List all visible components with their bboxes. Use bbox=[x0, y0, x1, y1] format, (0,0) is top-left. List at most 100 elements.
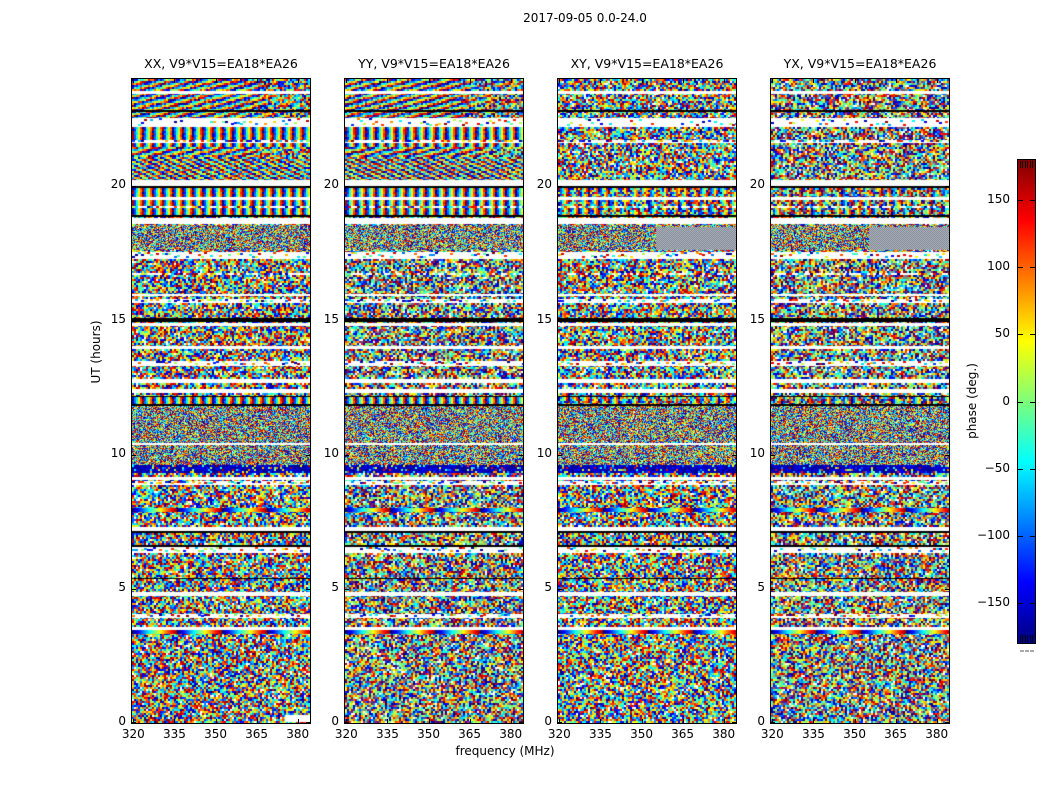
tick-mark bbox=[429, 719, 430, 723]
colorbar-hatch bbox=[1032, 161, 1033, 168]
tick-mark bbox=[345, 455, 349, 456]
tick-mark bbox=[772, 79, 773, 83]
colorbar-dot bbox=[1024, 650, 1027, 652]
tick-mark bbox=[732, 722, 736, 723]
colorbar-dot bbox=[1032, 650, 1034, 652]
tick-mark bbox=[771, 455, 775, 456]
colorbar-hatch bbox=[1029, 635, 1031, 642]
tick-mark bbox=[683, 79, 684, 83]
colorbar-hatch bbox=[1020, 161, 1021, 168]
colorbar-tick-label: 0 bbox=[1002, 394, 1010, 408]
panel-title: XX, V9*V15=EA18*EA26 bbox=[144, 56, 298, 71]
tick-mark bbox=[600, 79, 601, 83]
x-tick-label: 320 bbox=[760, 727, 784, 741]
tick-mark bbox=[558, 321, 562, 322]
heatmap-canvas-xx bbox=[132, 79, 310, 723]
x-tick-label: 350 bbox=[630, 727, 653, 741]
tick-mark bbox=[257, 719, 258, 723]
y-tick-label: 15 bbox=[323, 311, 339, 326]
tick-mark bbox=[642, 719, 643, 723]
y-tick-label: 5 bbox=[118, 579, 126, 594]
tick-mark bbox=[559, 719, 560, 723]
tick-mark bbox=[855, 719, 856, 723]
colorbar-hatch bbox=[1022, 635, 1024, 642]
colorbar-hatch bbox=[1024, 161, 1026, 168]
panel-title: YX, V9*V15=EA18*EA26 bbox=[783, 56, 937, 71]
x-tick-label: 335 bbox=[375, 727, 399, 741]
x-tick-label: 320 bbox=[547, 727, 571, 741]
tick-mark bbox=[771, 321, 775, 322]
tick-mark bbox=[174, 719, 175, 723]
tick-mark bbox=[132, 589, 136, 590]
x-tick-label: 335 bbox=[162, 727, 186, 741]
tick-mark bbox=[772, 719, 773, 723]
colorbar-tick-mark bbox=[1030, 334, 1035, 335]
colorbar-hatch bbox=[1024, 635, 1026, 642]
tick-mark bbox=[387, 719, 388, 723]
x-tick-label: 365 bbox=[884, 727, 908, 741]
tick-mark bbox=[732, 321, 736, 322]
colorbar-tick-mark bbox=[1030, 536, 1035, 537]
y-tick-label: 20 bbox=[536, 177, 552, 192]
tick-mark bbox=[945, 321, 949, 322]
tick-mark bbox=[298, 719, 299, 723]
figure-title: 2017-09-05 0.0-24.0 bbox=[523, 11, 647, 25]
y-tick-label: 20 bbox=[749, 177, 765, 192]
tick-mark bbox=[133, 79, 134, 83]
colorbar-tick-mark bbox=[1030, 200, 1035, 201]
colorbar-tick-mark bbox=[1030, 469, 1035, 470]
tick-mark bbox=[896, 719, 897, 723]
colorbar-tick-label: −150 bbox=[977, 595, 1010, 609]
tick-mark bbox=[558, 722, 562, 723]
tick-mark bbox=[519, 589, 523, 590]
tick-mark bbox=[132, 186, 136, 187]
y-tick-label: 5 bbox=[544, 579, 552, 594]
colorbar-dot bbox=[1020, 650, 1022, 652]
tick-mark bbox=[945, 589, 949, 590]
tick-mark bbox=[470, 719, 471, 723]
y-tick-label: 5 bbox=[331, 579, 339, 594]
colorbar-tick-mark bbox=[1018, 200, 1023, 201]
tick-mark bbox=[771, 722, 775, 723]
heatmap-canvas-yy bbox=[345, 79, 523, 723]
colorbar-hatch bbox=[1027, 161, 1029, 168]
tick-mark bbox=[511, 79, 512, 83]
tick-mark bbox=[298, 79, 299, 83]
colorbar-dot bbox=[1027, 650, 1030, 652]
x-tick-label: 335 bbox=[588, 727, 612, 741]
tick-mark bbox=[429, 79, 430, 83]
tick-mark bbox=[771, 186, 775, 187]
y-tick-label: 15 bbox=[110, 311, 126, 326]
tick-mark bbox=[813, 79, 814, 83]
tick-mark bbox=[132, 455, 136, 456]
heatmap-canvas-xy bbox=[558, 79, 736, 723]
y-tick-label: 0 bbox=[331, 714, 339, 728]
x-tick-label: 380 bbox=[286, 727, 310, 741]
tick-mark bbox=[945, 722, 949, 723]
tick-mark bbox=[600, 719, 601, 723]
tick-mark bbox=[345, 589, 349, 590]
tick-mark bbox=[945, 186, 949, 187]
tick-mark bbox=[813, 719, 814, 723]
tick-mark bbox=[216, 79, 217, 83]
tick-mark bbox=[345, 321, 349, 322]
colorbar-hatch bbox=[1029, 161, 1031, 168]
y-tick-label: 15 bbox=[749, 311, 765, 326]
colorbar-tick-mark bbox=[1018, 469, 1023, 470]
colorbar-tick-label: −100 bbox=[977, 528, 1010, 542]
x-tick-label: 335 bbox=[801, 727, 825, 741]
tick-mark bbox=[642, 79, 643, 83]
y-tick-label: 20 bbox=[110, 177, 126, 192]
x-tick-label: 365 bbox=[671, 727, 695, 741]
tick-mark bbox=[732, 455, 736, 456]
colorbar-tick-mark bbox=[1030, 267, 1035, 268]
tick-mark bbox=[216, 719, 217, 723]
y-tick-label: 0 bbox=[544, 714, 552, 728]
tick-mark bbox=[683, 719, 684, 723]
colorbar-tick-mark bbox=[1030, 603, 1035, 604]
colorbar-hatch bbox=[1022, 161, 1024, 168]
x-tick-label: 365 bbox=[245, 727, 269, 741]
tick-mark bbox=[559, 79, 560, 83]
heatmap-panel bbox=[557, 78, 737, 724]
x-tick-label: 320 bbox=[334, 727, 358, 741]
